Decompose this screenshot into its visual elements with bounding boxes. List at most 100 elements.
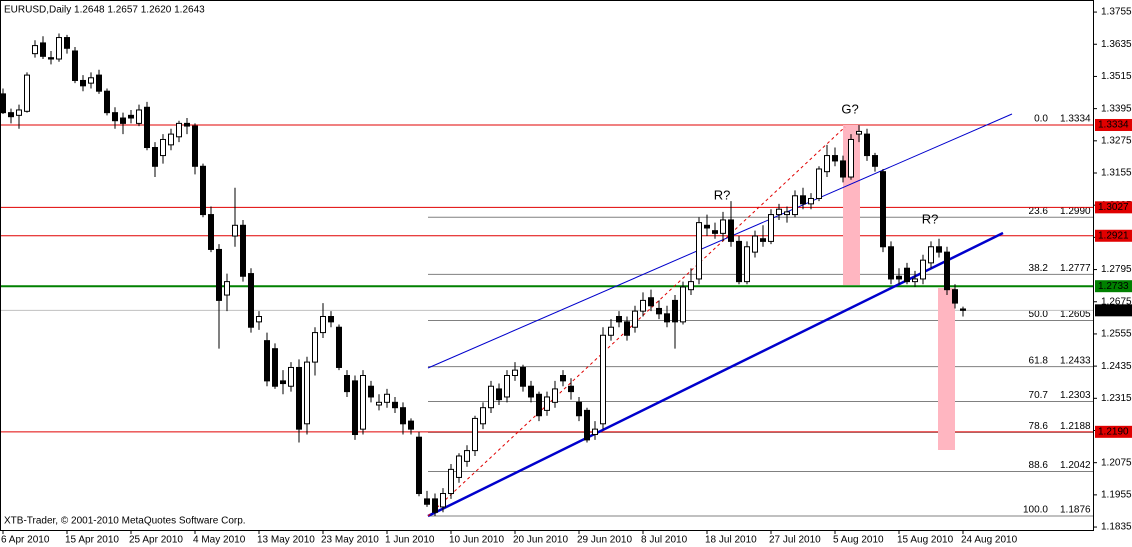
x-tick-label: 24 Aug 2010: [961, 535, 1018, 546]
candle-body: [136, 109, 142, 124]
x-tick-label: 13 May 2010: [257, 535, 315, 546]
annotation: R?: [714, 187, 731, 202]
candle-body: [336, 326, 342, 368]
candle-body: [712, 230, 718, 234]
x-tick-label: 27 Jul 2010: [769, 535, 821, 546]
candle-body: [656, 307, 662, 315]
candle-body: [160, 138, 166, 157]
candle-body: [120, 117, 126, 124]
y-tick-label: 1.1835: [1101, 522, 1132, 533]
candle-body: [728, 219, 734, 242]
candle-body: [696, 222, 702, 280]
candle-body: [344, 375, 350, 393]
candle-body: [112, 112, 118, 122]
candle-body: [512, 369, 518, 377]
candle-body: [864, 133, 870, 157]
candle-body: [416, 436, 422, 495]
price-box: [1095, 229, 1132, 242]
x-tick-label: 5 Aug 2010: [833, 535, 884, 546]
x-tick-label: 18 Jul 2010: [705, 535, 757, 546]
y-tick-label: 1.1955: [1101, 490, 1132, 501]
channel-line: [427, 113, 1013, 369]
fib-ratio: 61.8: [1029, 355, 1049, 366]
candle-body: [424, 498, 430, 505]
fib-ratio: 38.2: [1029, 263, 1049, 274]
price-box: [1095, 118, 1132, 131]
candle-body: [312, 332, 318, 363]
chart-title: EURUSD,Daily 1.2648 1.2657 1.2620 1.2643: [4, 5, 205, 16]
price-box: [1095, 201, 1132, 214]
y-tick-label: 1.2075: [1101, 457, 1132, 468]
candle-body: [552, 388, 558, 403]
candle-body: [600, 334, 606, 425]
candle-body: [936, 246, 942, 253]
candle-body: [960, 308, 966, 311]
price-box-label: 1.2921: [1098, 230, 1129, 241]
fib-price: 1.2188: [1060, 421, 1091, 432]
fib-price: 1.2433: [1060, 355, 1091, 366]
price-box: [1095, 304, 1132, 317]
candle-body: [16, 109, 22, 116]
fib-price: 1.2990: [1060, 206, 1091, 217]
x-tick-label: 4 May 2010: [193, 535, 246, 546]
y-tick-label: 1.2555: [1101, 329, 1132, 340]
candle-body: [392, 401, 398, 409]
candle-body: [896, 275, 902, 280]
fib-ratio: 50.0: [1029, 309, 1049, 320]
candle-body: [800, 195, 806, 205]
candle-body: [184, 122, 190, 127]
candle-body: [32, 45, 38, 55]
candle-body: [632, 310, 638, 328]
candle-body: [608, 326, 614, 336]
candle-body: [520, 366, 526, 387]
candle-body: [760, 238, 766, 242]
candle-body: [168, 133, 174, 146]
y-tick-label: 1.2315: [1101, 393, 1132, 404]
price-box-label: 1.2190: [1098, 426, 1129, 437]
candle-body: [568, 385, 574, 393]
candle-body: [544, 396, 550, 411]
candle-body: [272, 348, 278, 387]
x-tick-label: 10 Jun 2010: [449, 535, 504, 546]
candle-body: [792, 195, 798, 216]
candle-body: [208, 214, 214, 250]
fib-price: 1.2303: [1060, 390, 1091, 401]
candle-body: [248, 273, 254, 328]
candle-body: [232, 224, 238, 237]
candle-body: [320, 315, 326, 334]
fib-price: 1.1876: [1060, 505, 1091, 516]
candle-body: [304, 361, 310, 425]
candle-body: [0, 93, 6, 114]
fib-ratio: 70.7: [1029, 390, 1049, 401]
candle-body: [472, 417, 478, 452]
candle-body: [640, 299, 646, 312]
candle-body: [576, 401, 582, 417]
candle-body: [480, 407, 486, 425]
candle-body: [816, 168, 822, 199]
candle-body: [448, 468, 454, 495]
y-tick-label: 1.3755: [1101, 7, 1132, 18]
candle-body: [584, 409, 590, 441]
y-tick-label: 1.3275: [1101, 135, 1132, 146]
candle-body: [840, 160, 846, 178]
candle-body: [376, 401, 382, 406]
price-box-label: 1.3027: [1098, 202, 1129, 213]
candle-body: [744, 246, 750, 283]
candle-body: [488, 385, 494, 409]
x-tick-label: 25 Apr 2010: [129, 535, 183, 546]
candle-body: [504, 375, 510, 398]
candle-body: [784, 211, 790, 216]
x-tick-label: 1 Jun 2010: [385, 535, 435, 546]
candle-body: [352, 380, 358, 436]
candle-body: [384, 393, 390, 403]
candle-body: [256, 315, 262, 323]
fib-price: 1.2777: [1060, 263, 1091, 274]
x-tick-label: 15 Aug 2010: [897, 535, 954, 546]
y-tick-label: 1.2795: [1101, 264, 1132, 275]
candle-body: [456, 455, 462, 478]
candle-body: [904, 267, 910, 283]
candle-body: [536, 393, 542, 417]
candle-body: [368, 385, 374, 398]
